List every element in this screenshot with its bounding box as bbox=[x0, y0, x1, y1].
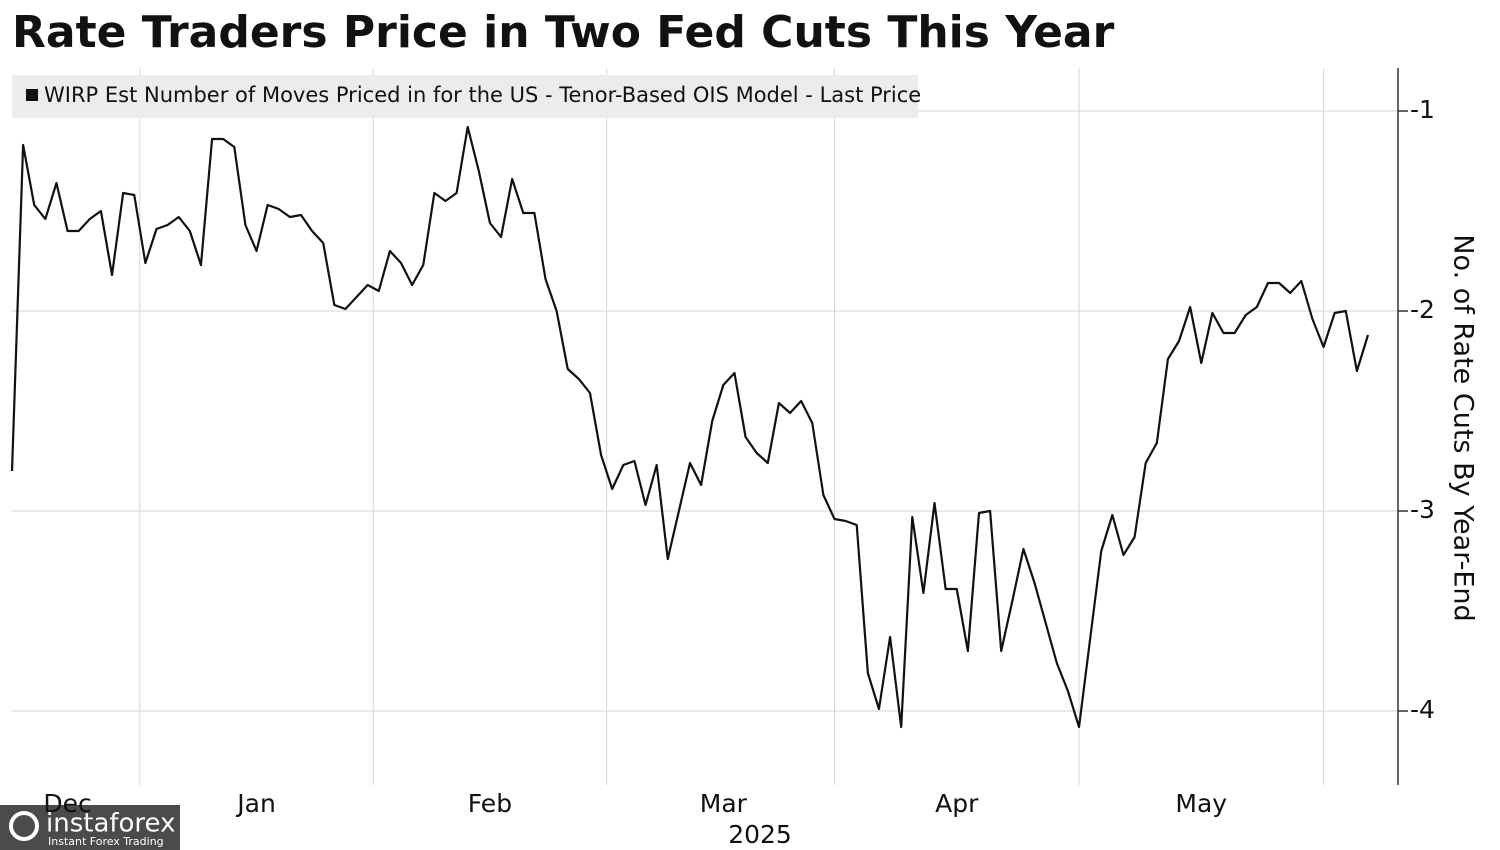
x-tick-label: May bbox=[1175, 789, 1227, 818]
x-tick-label: Jan bbox=[235, 789, 276, 818]
data-line bbox=[10, 125, 1370, 729]
x-tick-label: Mar bbox=[700, 789, 748, 818]
x-year-label: 2025 bbox=[728, 820, 792, 849]
watermark: instaforex Instant Forex Trading bbox=[0, 805, 180, 850]
chart-title: Rate Traders Price in Two Fed Cuts This … bbox=[12, 7, 1115, 58]
y-tick-label: -3 bbox=[1410, 495, 1435, 524]
y-tick-label: -2 bbox=[1410, 295, 1435, 324]
legend-swatch bbox=[26, 89, 38, 101]
grid bbox=[12, 68, 1398, 785]
watermark-tagline: Instant Forex Trading bbox=[48, 835, 164, 848]
watermark-name: instaforex bbox=[46, 809, 175, 839]
y-tick-label: -4 bbox=[1410, 695, 1435, 724]
x-tick-label: Apr bbox=[935, 789, 979, 818]
legend-box bbox=[12, 75, 918, 118]
x-tick-label: Feb bbox=[468, 789, 512, 818]
y-tick-label: -1 bbox=[1410, 95, 1435, 124]
watermark-icon bbox=[9, 811, 39, 841]
x-tick-label: Dec bbox=[43, 789, 91, 818]
legend-label: WIRP Est Number of Moves Priced in for t… bbox=[44, 83, 921, 107]
y-axis-label: No. of Rate Cuts By Year-End bbox=[1448, 234, 1479, 621]
